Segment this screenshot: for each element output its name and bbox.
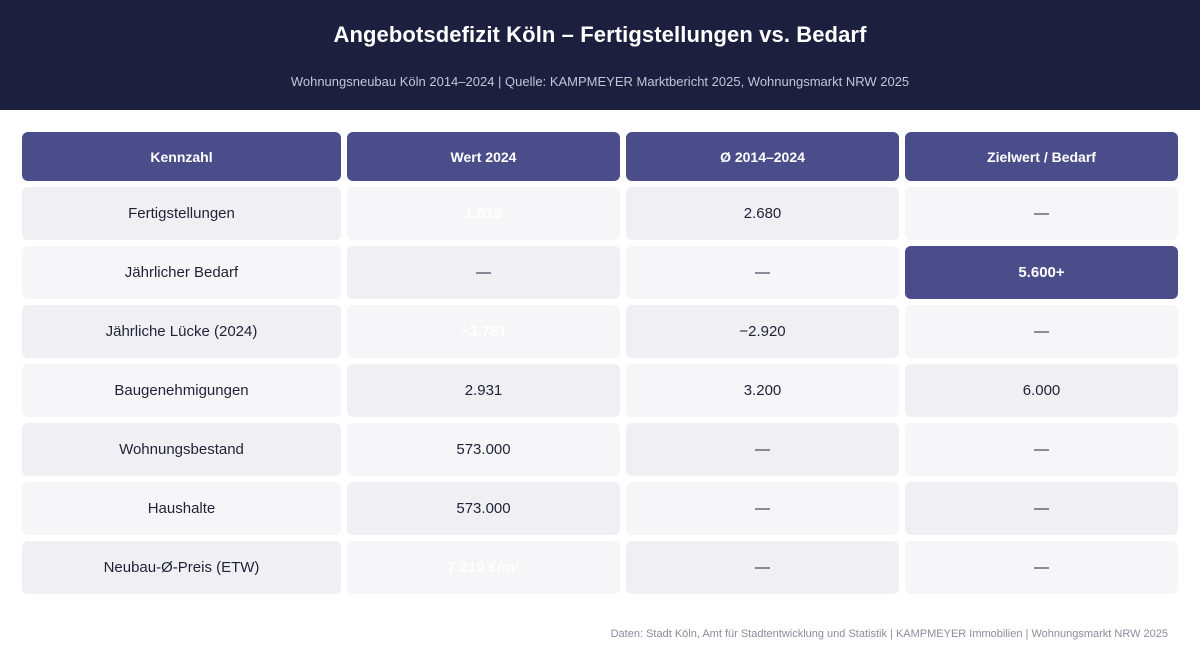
table-cell: 3.200 xyxy=(626,364,899,417)
data-table: Kennzahl Wert 2024 Ø 2014–2024 Zielwert / B… xyxy=(22,132,1178,594)
row-label-cell: Haushalte xyxy=(22,482,341,535)
column-header: Kennzahl xyxy=(22,132,341,181)
table-cell: — xyxy=(905,423,1178,476)
row-label-cell: Fertigstellungen xyxy=(22,187,341,240)
table-cell: — xyxy=(626,482,899,535)
chart-subtitle: Wohnungsneubau Köln 2014–2024 | Quelle: … xyxy=(290,74,910,89)
row-label-cell: Jährlicher Bedarf xyxy=(22,246,341,299)
table-cell: — xyxy=(905,305,1178,358)
row-label-cell: Wohnungsbestand xyxy=(22,423,341,476)
table-cell: — xyxy=(347,246,620,299)
table-cell: — xyxy=(626,246,899,299)
chart-header: Angebotsdefizit Köln – Fertigstellungen … xyxy=(0,0,1200,110)
table-cell: — xyxy=(905,541,1178,594)
table-cell: −2.920 xyxy=(626,305,899,358)
table-cell: 573.000 xyxy=(347,482,620,535)
table-cell: 2.680 xyxy=(626,187,899,240)
table-cell: 1.819 xyxy=(347,187,620,240)
table-cell: — xyxy=(905,187,1178,240)
table-cell: 6.000 xyxy=(905,364,1178,417)
chart-title: Angebotsdefizit Köln – Fertigstellungen … xyxy=(333,22,867,47)
table-cell: 7.210 €/m² xyxy=(347,541,620,594)
row-label-cell: Jährliche Lücke (2024) xyxy=(22,305,341,358)
column-header: Zielwert / Bedarf xyxy=(905,132,1178,181)
table-cell: 2.931 xyxy=(347,364,620,417)
column-header: Wert 2024 xyxy=(347,132,620,181)
table-cell: 5.600+ xyxy=(905,246,1178,299)
column-header: Ø 2014–2024 xyxy=(626,132,899,181)
row-label-cell: Neubau-Ø-Preis (ETW) xyxy=(22,541,341,594)
row-label-cell: Baugenehmigungen xyxy=(22,364,341,417)
table-cell: 573.000 xyxy=(347,423,620,476)
table-cell: — xyxy=(626,423,899,476)
table-cell: — xyxy=(626,541,899,594)
table-cell: −3.781 xyxy=(347,305,620,358)
table-cell: — xyxy=(905,482,1178,535)
source-footer: Daten: Stadt Köln, Amt für Stadtentwickl… xyxy=(610,628,1168,640)
